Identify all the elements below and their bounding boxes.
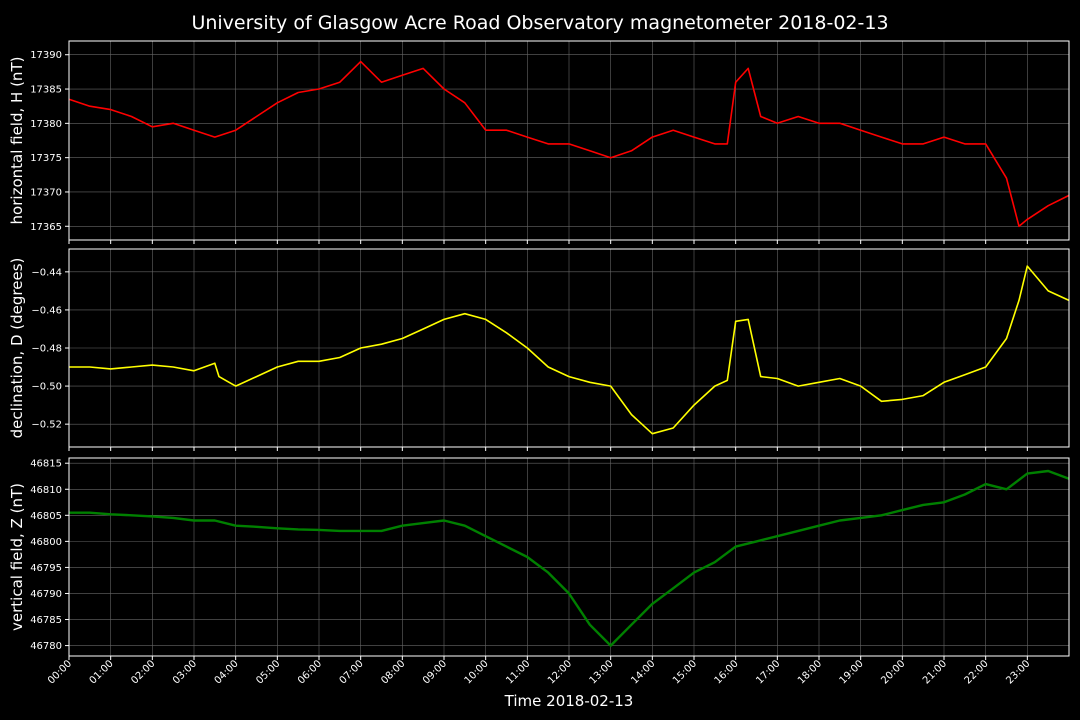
panel-frame — [68, 457, 1070, 657]
y-tick-label: 17385 — [30, 85, 62, 96]
x-axis-label: Time 2018-02-13 — [504, 692, 634, 710]
y-tick-label: 46785 — [30, 615, 62, 626]
panel-1: 17365 17370 17375 17380 17385 17390 horizontal… — [8, 40, 1070, 244]
y-tick-label: 46790 — [30, 589, 62, 600]
y-axis-label: vertical field, Z (nT) — [8, 483, 26, 631]
y-tick-label: −0.46 — [31, 305, 62, 316]
series-line-3 — [69, 469, 1070, 647]
series-line-2 — [69, 265, 1070, 435]
chart-title: University of Glasgow Acre Road Observat… — [191, 12, 888, 34]
y-tick-label: 17370 — [30, 187, 62, 198]
y-tick-label: 46805 — [30, 511, 62, 522]
panel-2: −0.52 −0.50 −0.48 −0.46 −0.44 declination, D … — [8, 248, 1070, 451]
y-axis-label: declination, D (degrees) — [8, 258, 26, 439]
panel-frame — [68, 248, 1070, 448]
panel-frame — [68, 40, 1070, 241]
y-tick-label: −0.52 — [31, 420, 62, 431]
y-tick-label: 46810 — [30, 485, 62, 496]
series-line-1 — [68, 60, 1070, 228]
y-tick-label: −0.50 — [31, 382, 62, 393]
y-tick-label: −0.48 — [31, 344, 62, 355]
y-tick-label: 46815 — [30, 459, 62, 470]
y-axis-label: horizontal field, H (nT) — [8, 57, 26, 225]
y-tick-label: 17375 — [30, 153, 62, 164]
panel-3: 46780 46785 46790 46795 46800 46805 46810 46815… — [8, 457, 1070, 660]
y-tick-label: 46795 — [30, 563, 62, 574]
y-tick-label: 46780 — [30, 641, 62, 652]
y-tick-label: 17365 — [30, 222, 62, 233]
y-tick-label: 46800 — [30, 537, 62, 548]
y-tick-label: −0.44 — [31, 267, 62, 278]
y-tick-label: 17380 — [30, 119, 62, 130]
y-tick-label: 17390 — [30, 50, 62, 61]
